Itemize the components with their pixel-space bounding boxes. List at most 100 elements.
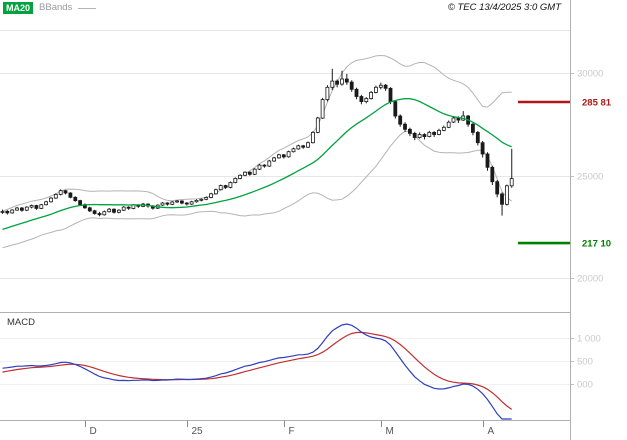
candle-body [286,151,291,158]
candle-body [117,209,121,213]
bbands-label: BBands [39,2,73,13]
macd-axis-label: 500 [577,357,593,368]
candle-body [427,131,432,137]
candle-body [112,208,116,213]
candle-body [24,206,29,211]
candle-body [349,81,354,90]
candle-body [272,157,277,162]
candle-body [58,190,63,195]
candle-body [184,202,189,205]
candle-body [204,197,209,200]
candle-body [87,207,92,212]
candle-body [262,164,267,167]
candle-body [0,211,5,213]
candle-body [257,164,262,170]
candle-body [340,78,344,85]
candle-body [92,210,97,214]
candle-body [233,177,238,183]
candle-body [170,201,175,205]
candle-body [194,199,199,203]
candle-body [291,148,296,153]
candle-body [393,101,398,117]
macd-line [2,323,512,420]
candle-body [160,202,165,206]
candle-body [335,80,340,85]
candle-body [44,201,48,206]
price-axis-label: 25000 [577,172,603,183]
month-label: F [289,426,295,437]
candle-body [398,115,403,125]
candle-body [15,207,19,211]
candle-body [252,168,257,175]
candle-body [281,154,286,158]
candle-body [325,86,330,101]
candle-body [63,190,68,194]
candle-body [301,145,306,148]
candle-body [344,78,349,83]
candle-body [495,181,500,195]
candle-body [276,154,281,159]
candle-body [369,92,374,100]
candle-body [485,153,490,168]
candle-body [354,88,359,97]
candle-body [189,201,194,205]
bollinger-lower-band [2,130,513,249]
candle-body [199,198,204,201]
candle-body [437,129,441,135]
candle-body [490,166,495,183]
copyright-text: © TEC 13/4/2025 3:0 GMT [447,2,561,13]
candle-body [121,206,126,211]
candle-body [53,193,58,199]
candle-body [68,192,73,198]
candle-body [5,210,10,214]
candle-body [407,128,412,134]
candle-body [441,126,446,131]
candle-body [388,87,393,103]
candle-body [417,134,422,138]
macd-axis-label: 000 [577,380,593,391]
candle-body [500,193,504,205]
candle-body [422,134,427,137]
candle-body [383,84,388,89]
candle-body [107,208,112,213]
support-level-label: 217 10 [582,239,611,250]
price-axis-label: 30000 [577,69,603,80]
candle-body [310,131,315,144]
candle-body [296,145,301,150]
candle-body [480,142,485,155]
candle-body [451,117,456,123]
month-label: D [90,426,97,437]
bollinger-upper-band [2,54,512,212]
candle-body [320,99,325,119]
candle-body [247,171,252,175]
candle-body [238,174,243,179]
month-label: M [386,426,394,437]
candle-body [126,206,131,209]
candle-body [39,204,44,209]
candle-body [102,211,107,216]
candle-body [364,98,369,102]
candle-body [373,86,378,93]
candle-body [475,131,480,144]
candle-body [49,197,53,203]
macd-axis-label: 1 000 [577,334,601,345]
candle-body [223,185,228,188]
month-label: 25 [192,426,204,437]
candle-body [165,202,170,205]
candle-body [97,213,102,216]
candle-body [470,123,475,133]
candle-body [209,193,213,198]
candle-body [315,117,320,133]
candle-body [78,200,82,206]
candle-body [403,123,407,130]
candle-body [228,182,233,188]
candle-body [432,131,437,135]
candle-body [243,171,247,176]
candle-body [179,200,184,204]
bbands-legend-line-icon [78,7,97,9]
candle-body [378,84,383,88]
candle-body [19,207,24,211]
candle-body [446,121,451,128]
candle-body [29,205,34,208]
